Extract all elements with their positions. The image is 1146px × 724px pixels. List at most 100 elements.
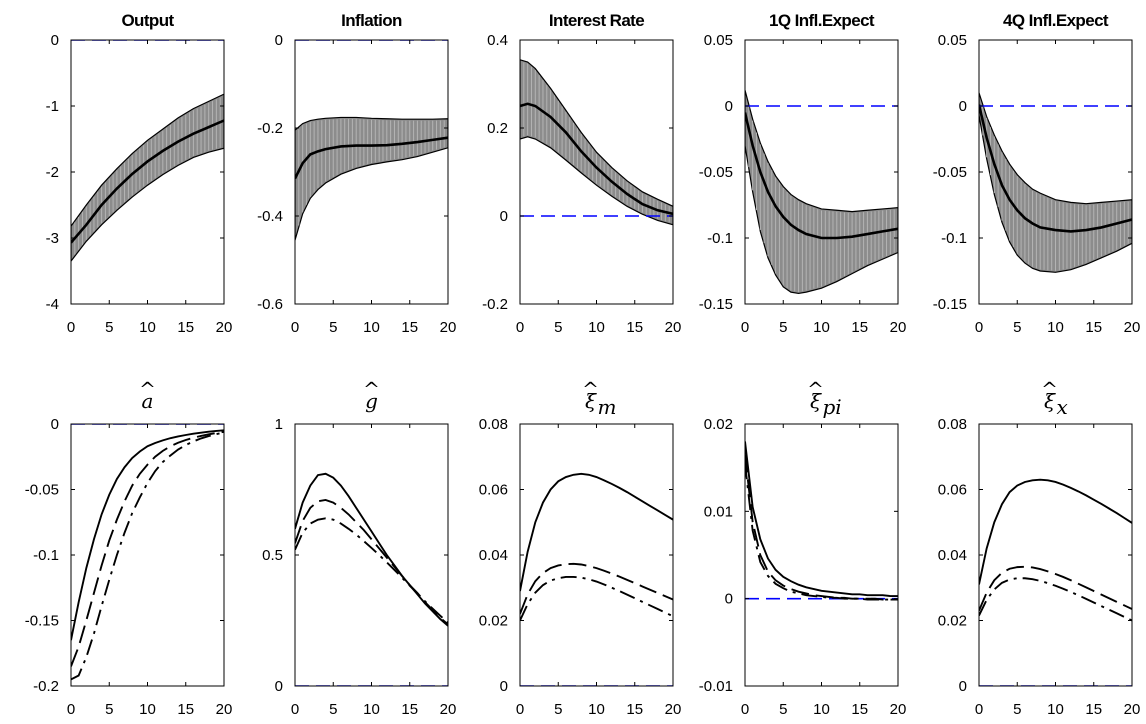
svg-text:ξ: ξ — [585, 389, 597, 413]
title-subscript: m — [598, 395, 617, 419]
y-tick-label: -0.05 — [699, 164, 733, 181]
axes-box — [294, 423, 449, 687]
x-tick-label: 10 — [813, 319, 830, 336]
y-tick-label: 0.06 — [479, 482, 508, 499]
plot-area — [745, 441, 898, 601]
x-tick-label: 0 — [975, 701, 983, 718]
x-tick-label: 10 — [363, 319, 380, 336]
series-solid-line — [745, 441, 898, 597]
y-tick-label: 0.08 — [938, 416, 967, 433]
x-tick-label: 5 — [1013, 319, 1021, 336]
y-tick-label: 0 — [51, 32, 59, 49]
panel-title: 1Q Infl.Expect — [769, 11, 875, 30]
panel-2: -0.6 -0.4 -0.2 0 0 5 10 15 20 Inflation — [257, 11, 456, 336]
svg-text:a: a — [142, 389, 154, 413]
x-tick-label: 10 — [588, 701, 605, 718]
x-tick-label: 5 — [329, 319, 337, 336]
y-tick-label: -0.05 — [25, 482, 59, 499]
axes-box — [978, 423, 1133, 687]
y-tick-label: -0.15 — [933, 296, 967, 313]
x-tick-label: 5 — [554, 319, 562, 336]
x-tick-label: 5 — [779, 701, 787, 718]
panel-title: Inflation — [341, 11, 402, 30]
panel-5: -0.15 -0.1 -0.05 0 0.05 0 5 10 15 20 4Q Infl.Expec… — [933, 11, 1141, 336]
x-tick-label: 5 — [779, 319, 787, 336]
plot-area — [295, 472, 448, 686]
y-tick-label: 0.04 — [479, 547, 508, 564]
x-tick-label: 5 — [105, 319, 113, 336]
series-solid-line — [295, 472, 448, 627]
series-dashdot-line — [295, 517, 448, 624]
y-tick-label: -0.2 — [33, 678, 59, 695]
x-tick-label: 10 — [139, 319, 156, 336]
x-tick-label: 20 — [440, 319, 457, 336]
hat-accent: ^ — [139, 377, 156, 401]
panel-10: 0 0.02 0.04 0.06 0.08 0 5 10 15 20 ξ^x — [938, 377, 1141, 718]
x-tick-label: 20 — [440, 701, 457, 718]
series-dashed-line — [520, 562, 673, 615]
x-tick-label: 5 — [1013, 701, 1021, 718]
y-tick-label: 0.01 — [704, 503, 733, 520]
y-tick-label: 0.02 — [479, 613, 508, 630]
y-tick-label: 0.02 — [704, 416, 733, 433]
x-tick-label: 5 — [554, 701, 562, 718]
y-tick-label: 0 — [959, 98, 967, 115]
panel-title: a^ — [139, 377, 156, 413]
x-tick-label: 0 — [67, 319, 75, 336]
x-tick-label: 20 — [665, 701, 682, 718]
y-tick-label: -0.01 — [699, 678, 733, 695]
panel-7: 00.510 5 10 15 20g^ — [262, 377, 456, 718]
y-tick-label: 0 — [725, 98, 733, 115]
plot-area — [520, 472, 673, 686]
series-solid-line — [979, 478, 1132, 585]
series-solid-line — [520, 472, 673, 592]
y-tick-label: 0 — [275, 678, 283, 695]
x-tick-label: 10 — [813, 701, 830, 718]
panel-title: ξ^pi — [807, 377, 842, 419]
y-tick-label: -0.1 — [33, 547, 59, 564]
hat-accent: ^ — [363, 377, 380, 401]
title-subscript: x — [1057, 395, 1068, 419]
median-line — [745, 112, 898, 240]
panel-title: ξ^m — [582, 377, 616, 419]
x-tick-label: 20 — [1124, 319, 1141, 336]
x-tick-label: 0 — [741, 701, 749, 718]
y-tick-label: 0 — [500, 208, 508, 225]
y-tick-label: 0 — [51, 416, 59, 433]
series-dashdot-line — [520, 575, 673, 621]
y-tick-label: -2 — [46, 164, 59, 181]
x-tick-label: 15 — [626, 701, 643, 718]
median-line — [520, 102, 673, 216]
y-tick-label: -0.2 — [482, 296, 508, 313]
series-dashdot-line — [979, 577, 1132, 622]
plot-area — [745, 90, 898, 295]
panel-title: g^ — [363, 377, 380, 413]
y-tick-label: 0.5 — [262, 547, 283, 564]
plot-area — [979, 478, 1132, 686]
series-dashdot-line — [745, 463, 898, 601]
y-tick-label: -0.1 — [941, 230, 967, 247]
y-tick-label: -3 — [46, 230, 59, 247]
series-dashed-line — [71, 430, 224, 667]
x-tick-label: 0 — [975, 319, 983, 336]
series-solid-line — [71, 429, 224, 641]
panel-6: -0.2 -0.15 -0.1 -0.05 0 0 5 10 15 20 a^ — [25, 377, 233, 718]
plot-area — [71, 40, 224, 263]
series-dashdot-line — [71, 431, 224, 681]
panel-title: ξ^x — [1041, 377, 1068, 419]
panel-3: -0.2 0 0.2 0.4 0 5 10 15 20 Interest Rate — [482, 11, 681, 336]
x-tick-label: 0 — [291, 319, 299, 336]
y-tick-label: 0.08 — [479, 416, 508, 433]
x-tick-label: 15 — [177, 319, 194, 336]
x-tick-label: 10 — [1047, 319, 1064, 336]
x-tick-label: 15 — [401, 319, 418, 336]
x-tick-label: 10 — [588, 319, 605, 336]
panel-8: 0 0.02 0.04 0.06 0.08 0 5 10 15 20 ξ^m — [479, 377, 682, 718]
y-tick-label: -0.15 — [699, 296, 733, 313]
series-dashed-line — [979, 565, 1132, 612]
y-tick-label: 0.02 — [938, 613, 967, 630]
series-dashed-line — [295, 499, 448, 626]
y-tick-label: -0.1 — [707, 230, 733, 247]
axes-box — [519, 423, 674, 687]
